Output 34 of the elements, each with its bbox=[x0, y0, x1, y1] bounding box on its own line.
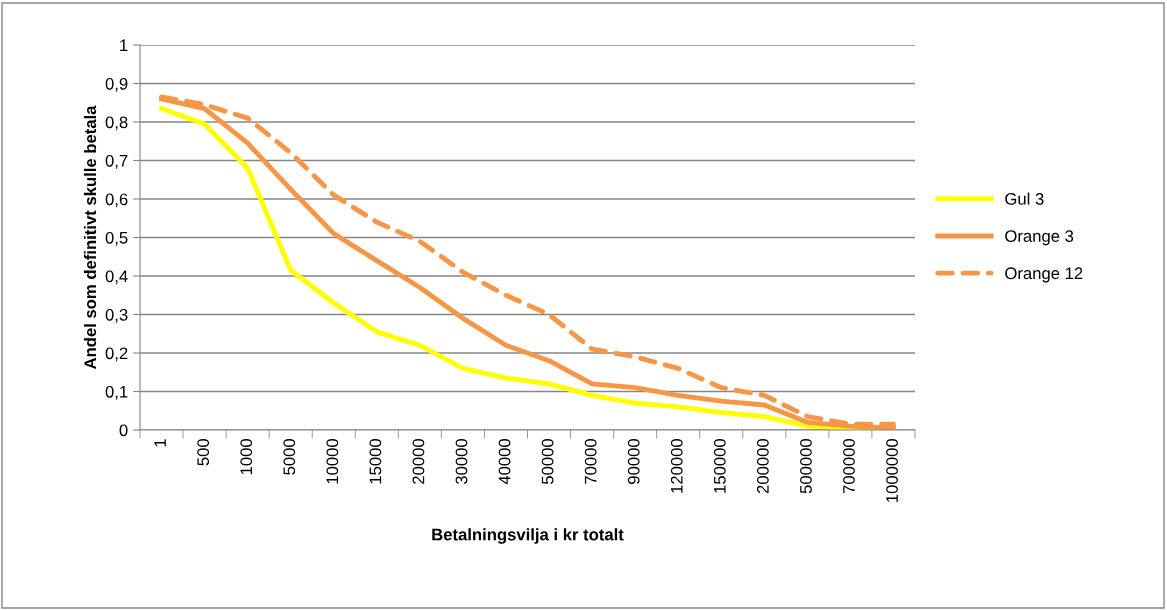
legend-label: Gul 3 bbox=[1005, 192, 1044, 205]
y-tick-label: 0,8 bbox=[105, 116, 128, 131]
x-tick-label: 120000 bbox=[670, 438, 683, 493]
y-tick-label: 1 bbox=[120, 39, 128, 52]
x-tick-label: 500000 bbox=[800, 438, 812, 494]
x-tick-label: 1000 bbox=[240, 438, 253, 475]
x-tick-label: 1 bbox=[154, 439, 166, 447]
y-axis-title: Andel som definitivt skulle betala bbox=[83, 105, 97, 370]
y-tick-label: 0,7 bbox=[105, 154, 128, 169]
x-tick-label: 20000 bbox=[412, 438, 425, 484]
y-tick-label: 0,6 bbox=[105, 193, 128, 208]
x-tick-label: 150000 bbox=[713, 438, 726, 493]
x-tick-label: 70000 bbox=[584, 438, 597, 484]
legend-label: Orange 3 bbox=[1005, 230, 1074, 246]
legend-label: Orange 12 bbox=[1005, 267, 1083, 283]
x-tick-label: 50000 bbox=[541, 438, 554, 485]
y-tick-label: 0,5 bbox=[105, 231, 128, 246]
y-tick-label: 0,9 bbox=[105, 77, 128, 92]
y-tick-label: 0 bbox=[119, 424, 128, 437]
x-tick-label: 500 bbox=[197, 438, 210, 466]
x-tick-label: 15000 bbox=[369, 438, 382, 484]
x-tick-label: 10000 bbox=[326, 438, 339, 484]
y-tick-label: 0,2 bbox=[105, 347, 128, 362]
x-tick-label: 700000 bbox=[843, 438, 855, 494]
x-tick-label: 200000 bbox=[756, 438, 769, 494]
x-axis-title: Betalningsvilja i kr totalt bbox=[432, 528, 624, 544]
y-tick-label: 0,4 bbox=[105, 270, 128, 285]
y-tick-label: 0,1 bbox=[105, 385, 128, 400]
x-tick-label: 40000 bbox=[498, 438, 511, 485]
y-tick-label: 0,3 bbox=[105, 308, 128, 323]
x-tick-label: 5000 bbox=[283, 438, 296, 475]
x-tick-label: 90000 bbox=[627, 438, 640, 484]
x-tick-label: 1000000 bbox=[886, 438, 898, 502]
x-tick-label: 30000 bbox=[455, 438, 468, 485]
